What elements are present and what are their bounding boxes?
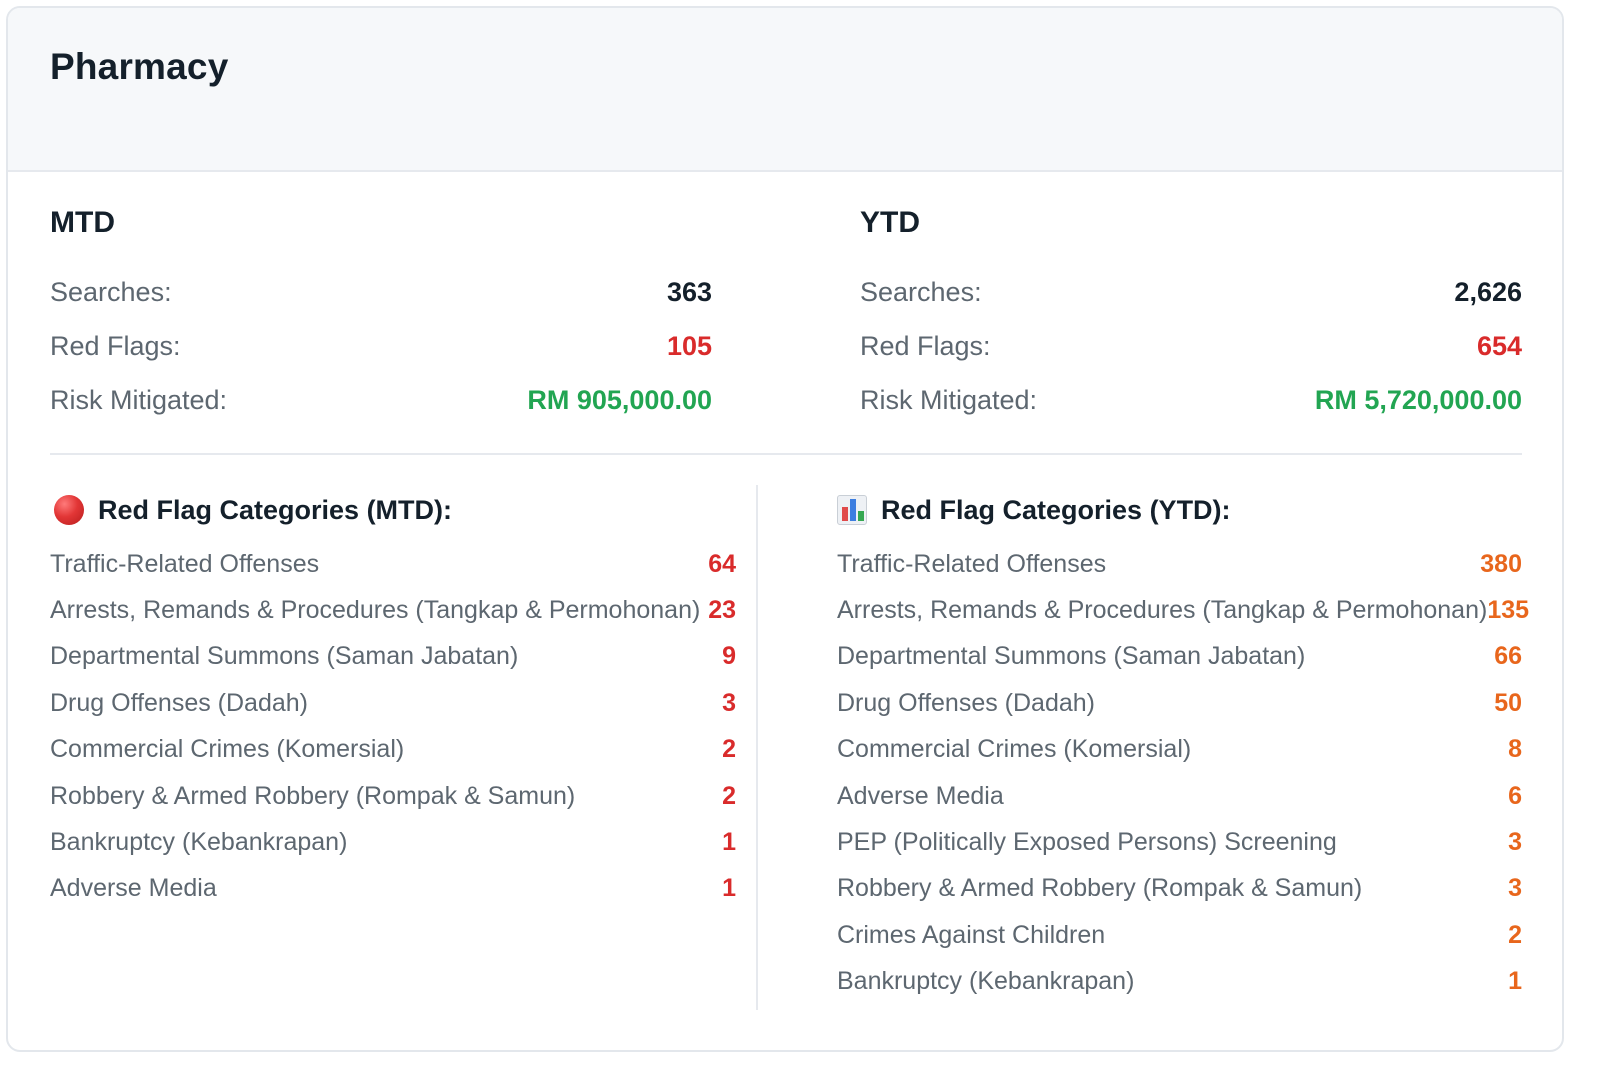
mtd-searches-row: Searches: 363 [50,265,712,319]
mtd-category-label: Adverse Media [50,874,217,903]
mtd-categories-title: Red Flag Categories (MTD): [98,494,453,525]
mtd-searches-value: 363 [666,276,712,307]
ytd-category-label: Commercial Crimes (Komersial) [837,735,1192,764]
ytd-category-count: 2 [1508,920,1522,949]
ytd-searches-label: Searches: [860,276,982,307]
mtd-category-count: 3 [722,688,736,717]
categories-section: Red Flag Categories (MTD): Traffic-Relat… [8,457,1562,1047]
mtd-category-label: Bankruptcy (Kebankrapan) [50,828,348,857]
mtd-category-row: Adverse Media 1 [50,866,736,912]
ytd-category-label: Adverse Media [837,781,1004,810]
mtd-risk-value: RM 905,000.00 [527,384,712,415]
ytd-category-row: Bankruptcy (Kebankrapan) 1 [837,959,1522,1005]
ytd-category-count: 3 [1508,828,1522,857]
mtd-category-row: Traffic-Related Offenses 64 [50,541,736,587]
ytd-category-row: Adverse Media 6 [837,773,1522,819]
mtd-categories-heading: Red Flag Categories (MTD): [50,491,736,529]
summary-section: MTD Searches: 363 Red Flags: 105 Risk Mi… [8,172,1562,457]
ytd-categories: Red Flag Categories (YTD): Traffic-Relat… [837,491,1529,1005]
ytd-category-label: PEP (Politically Exposed Persons) Screen… [837,828,1337,857]
mtd-category-label: Traffic-Related Offenses [50,549,320,578]
mtd-searches-label: Searches: [50,276,172,307]
ytd-risk-row: Risk Mitigated: RM 5,720,000.00 [860,373,1522,427]
ytd-category-label: Traffic-Related Offenses [837,549,1107,578]
ytd-heading: YTD [860,206,920,239]
mtd-category-list: Traffic-Related Offenses 64 Arrests, Reman… [50,541,736,912]
ytd-category-count: 66 [1494,642,1522,671]
mtd-category-row: Arrests, Remands & Procedures (Tangkap &… [50,587,736,633]
mtd-category-row: Bankruptcy (Kebankrapan) 1 [50,819,736,865]
ytd-category-count: 380 [1480,549,1522,578]
mtd-category-count: 64 [708,549,736,578]
ytd-red-flags-label: Red Flags: [860,330,991,361]
mtd-category-row: Robbery & Armed Robbery (Rompak & Samun)… [50,773,736,819]
ytd-category-label: Bankruptcy (Kebankrapan) [837,967,1135,996]
mtd-category-count: 9 [722,642,736,671]
ytd-category-label: Arrests, Remands & Procedures (Tangkap &… [837,596,1488,625]
section-divider [50,453,1522,455]
red-circle-icon [54,495,84,525]
ytd-searches-row: Searches: 2,626 [860,265,1522,319]
mtd-red-flags-row: Red Flags: 105 [50,319,712,373]
mtd-heading: MTD [50,206,115,239]
ytd-category-row: Robbery & Armed Robbery (Rompak & Samun)… [837,866,1522,912]
ytd-categories-title: Red Flag Categories (YTD): [881,494,1231,525]
column-divider [756,485,758,1010]
bar-chart-icon [837,495,867,525]
ytd-red-flags-row: Red Flags: 654 [860,319,1522,373]
mtd-category-row: Commercial Crimes (Komersial) 2 [50,727,736,773]
ytd-summary: YTD Searches: 2,626 Red Flags: 654 Risk … [860,206,1522,427]
ytd-category-label: Departmental Summons (Saman Jabatan) [837,642,1306,671]
ytd-category-count: 135 [1487,596,1530,625]
ytd-category-count: 6 [1508,781,1522,810]
ytd-category-count: 50 [1494,688,1522,717]
mtd-categories: Red Flag Categories (MTD): Traffic-Relat… [50,491,736,912]
ytd-category-count: 1 [1508,967,1522,996]
mtd-category-label: Arrests, Remands & Procedures (Tangkap &… [50,596,701,625]
mtd-category-count: 2 [722,735,736,764]
ytd-category-row: Commercial Crimes (Komersial) 8 [837,727,1522,773]
ytd-category-label: Drug Offenses (Dadah) [837,688,1095,717]
ytd-category-row: Traffic-Related Offenses 380 [837,541,1522,587]
ytd-risk-label: Risk Mitigated: [860,384,1038,415]
ytd-category-list: Traffic-Related Offenses 380 Arrests, Rema… [837,541,1529,1005]
mtd-category-count: 2 [722,781,736,810]
mtd-category-count: 1 [722,874,736,903]
ytd-category-row: Drug Offenses (Dadah) 50 [837,680,1522,726]
ytd-category-row: Arrests, Remands & Procedures (Tangkap &… [837,587,1529,633]
ytd-category-label: Crimes Against Children [837,920,1106,949]
mtd-category-label: Drug Offenses (Dadah) [50,688,308,717]
mtd-category-label: Commercial Crimes (Komersial) [50,735,405,764]
ytd-categories-heading: Red Flag Categories (YTD): [837,491,1522,529]
ytd-category-row: Departmental Summons (Saman Jabatan) 66 [837,634,1522,680]
mtd-summary: MTD Searches: 363 Red Flags: 105 Risk Mi… [50,206,712,427]
mtd-risk-row: Risk Mitigated: RM 905,000.00 [50,373,712,427]
mtd-risk-label: Risk Mitigated: [50,384,228,415]
ytd-category-count: 8 [1508,735,1522,764]
card-header: Pharmacy [8,8,1562,172]
mtd-red-flags-value: 105 [666,330,712,361]
card-title: Pharmacy [50,46,229,87]
mtd-category-label: Departmental Summons (Saman Jabatan) [50,642,519,671]
ytd-searches-value: 2,626 [1454,276,1522,307]
mtd-category-row: Departmental Summons (Saman Jabatan) 9 [50,634,736,680]
ytd-category-label: Robbery & Armed Robbery (Rompak & Samun) [837,874,1363,903]
ytd-red-flags-value: 654 [1476,330,1522,361]
mtd-red-flags-label: Red Flags: [50,330,181,361]
mtd-category-count: 23 [708,596,736,625]
mtd-category-row: Drug Offenses (Dadah) 3 [50,680,736,726]
pharmacy-card: Pharmacy MTD Searches: 363 Red Flags: 10… [6,6,1564,1052]
ytd-category-row: PEP (Politically Exposed Persons) Screen… [837,819,1522,865]
ytd-category-count: 3 [1508,874,1522,903]
mtd-category-count: 1 [722,828,736,857]
ytd-category-row: Crimes Against Children 2 [837,912,1522,958]
mtd-category-label: Robbery & Armed Robbery (Rompak & Samun) [50,781,576,810]
ytd-risk-value: RM 5,720,000.00 [1314,384,1522,415]
